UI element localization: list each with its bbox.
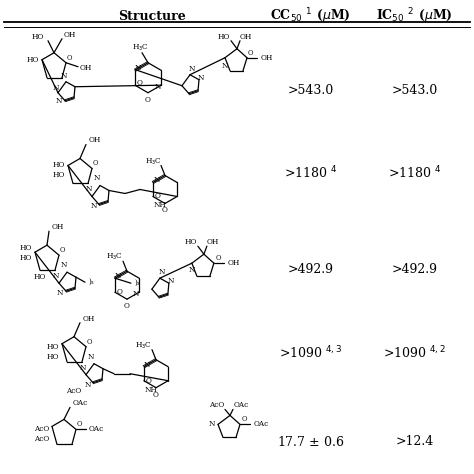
Text: OAc: OAc [73,400,88,407]
Text: N: N [94,174,100,182]
Text: N: N [61,261,67,269]
Text: O: O [87,337,92,346]
Text: OH: OH [83,315,95,323]
Text: AcO: AcO [34,436,49,443]
Text: >1180 $^{4}$: >1180 $^{4}$ [388,165,441,182]
Text: O: O [145,96,151,104]
Text: N: N [154,176,160,184]
Text: HO: HO [46,353,59,361]
Text: HO: HO [19,244,32,252]
Text: CC$_{50}$ $^{1}$ ($\mu$M): CC$_{50}$ $^{1}$ ($\mu$M) [270,6,351,26]
Text: AcO: AcO [66,387,81,395]
Text: OH: OH [89,137,101,145]
Text: IC$_{50}$ $^{2}$ ($\mu$M): IC$_{50}$ $^{2}$ ($\mu$M) [376,6,453,26]
Text: OH: OH [52,223,64,231]
Text: O: O [146,377,152,385]
Text: N: N [85,381,91,389]
Text: N: N [57,289,63,297]
Text: N: N [144,361,150,369]
Text: N: N [88,353,94,361]
Text: >543.0: >543.0 [392,83,438,97]
Text: OH: OH [207,238,219,246]
Text: HO: HO [32,33,44,41]
Text: O: O [77,420,82,428]
Text: N: N [135,64,141,72]
Text: OH: OH [64,31,76,39]
Text: N: N [189,65,195,73]
Text: HO: HO [34,273,46,281]
Text: >492.9: >492.9 [392,263,438,276]
Text: O: O [124,302,130,310]
Text: HO: HO [27,56,39,64]
Text: O: O [60,246,65,254]
Text: OAc: OAc [254,420,269,428]
Text: N: N [61,72,67,80]
Text: N: N [189,266,195,274]
Text: N: N [53,84,59,92]
Text: >1180 $^{4}$: >1180 $^{4}$ [284,165,337,182]
Text: N: N [159,268,165,276]
Text: NH: NH [145,386,157,394]
Text: HO: HO [46,343,59,351]
Text: N: N [155,83,161,91]
Text: O: O [216,254,221,262]
Text: HO: HO [19,254,32,262]
Text: OH: OH [261,54,273,62]
Text: OH: OH [80,64,92,72]
Text: Structure: Structure [118,9,185,23]
Text: N: N [222,62,228,70]
Text: AcO: AcO [34,425,49,433]
Text: N: N [115,272,121,280]
Text: >492.9: >492.9 [287,263,334,276]
Text: O: O [137,79,143,87]
Text: O: O [117,288,123,296]
Text: O: O [162,207,168,214]
Text: O: O [93,159,99,167]
Text: 17.7 $\pm$ 0.6: 17.7 $\pm$ 0.6 [277,435,344,449]
Text: N: N [53,272,59,280]
Text: >1090 $^{4,3}$: >1090 $^{4,3}$ [279,345,342,362]
Text: O: O [248,49,254,57]
Text: N: N [133,290,139,298]
Text: OAc: OAc [89,425,104,433]
Text: OH: OH [240,33,252,41]
Text: N: N [91,202,97,210]
Text: O: O [242,415,247,423]
Text: NH: NH [154,201,166,210]
Text: O: O [153,391,159,399]
Text: N: N [198,74,204,82]
Text: HO: HO [53,162,65,170]
Text: H$_3$C: H$_3$C [106,252,123,262]
Text: H$_3$C: H$_3$C [145,156,162,166]
Text: H$_3$C: H$_3$C [132,43,148,53]
Text: N: N [209,420,215,428]
Text: )₃: )₃ [89,278,95,286]
Text: >12.4: >12.4 [396,435,434,448]
Text: N: N [86,185,92,193]
Text: H$_3$C: H$_3$C [135,341,152,351]
Text: >1090 $^{4,2}$: >1090 $^{4,2}$ [383,345,447,362]
Text: HO: HO [53,172,65,180]
Text: N: N [80,364,86,372]
Text: O: O [67,54,73,62]
Text: N: N [168,277,174,285]
Text: O: O [155,192,161,201]
Text: HO: HO [218,33,230,41]
Text: N: N [56,97,62,105]
Text: )₃: )₃ [135,279,141,287]
Text: OH: OH [228,259,240,267]
Text: OAc: OAc [234,401,249,410]
Text: HO: HO [184,238,197,246]
Text: >543.0: >543.0 [287,83,334,97]
Text: AcO: AcO [209,401,224,410]
